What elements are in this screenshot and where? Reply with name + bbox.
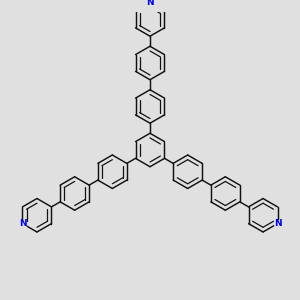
Text: N: N [146, 0, 154, 7]
Text: N: N [274, 219, 281, 228]
Text: N: N [19, 219, 26, 228]
